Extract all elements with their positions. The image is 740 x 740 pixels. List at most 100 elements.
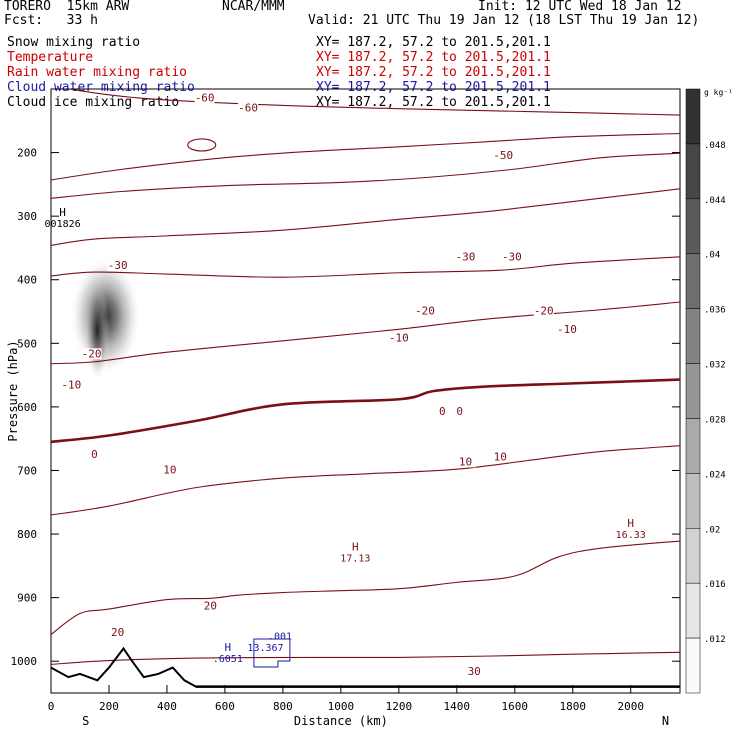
isotherm-label: -10 (61, 378, 81, 391)
cloud-water-contour (253, 638, 291, 668)
colorbar-swatch (685, 143, 701, 200)
isotherm-label: -20 (415, 305, 435, 318)
isotherm-label-bg (556, 324, 577, 336)
x-tick-label: 2000 (617, 700, 644, 713)
x-tick-label: 200 (99, 700, 119, 713)
colorbar-label: .028 (704, 415, 726, 425)
colorbar-label: .032 (704, 361, 726, 371)
isotherm-label: -50 (493, 149, 513, 162)
isotherm-label-bg (455, 251, 476, 263)
y-tick-label: 500 (17, 337, 37, 350)
legend-coords: XY= 187.2, 57.2 to 201.5,201.1 (316, 50, 551, 65)
extremum-marker: H (59, 206, 66, 219)
isotherm-label: -60 (195, 92, 215, 105)
isotherm--30 (51, 188, 680, 246)
isotherm--60 (68, 89, 680, 116)
isotherm-label-bg (449, 406, 470, 418)
isotherm-label: -10 (389, 331, 409, 344)
isotherm-label: 20 (111, 626, 124, 639)
x-tick-label: 1000 (328, 700, 355, 713)
legend-coords: XY= 187.2, 57.2 to 201.5,201.1 (316, 65, 551, 80)
extremum-marker: H (225, 641, 232, 654)
y-tick-label: 400 (17, 274, 37, 287)
extremum-marker: H (352, 541, 359, 554)
isotherm-label-bg (414, 305, 435, 317)
colorbar-swatch (685, 418, 701, 474)
colorbar-label: .048 (704, 141, 726, 151)
legend-coords: XY= 187.2, 57.2 to 201.5,201.1 (316, 35, 551, 50)
y-tick-label: 1000 (11, 655, 38, 668)
legend-label: Cloud water mixing ratio (7, 80, 195, 95)
isotherm-label-bg (200, 600, 221, 612)
isotherm--20 (51, 256, 680, 278)
y-tick-label: 700 (17, 464, 37, 477)
y-tick-label: 300 (17, 210, 37, 223)
isotherm-label: -30 (502, 251, 522, 264)
colorbar-swatch (685, 198, 701, 254)
isotherm-label-bg (84, 448, 105, 460)
extremum-value: .6051 (213, 654, 243, 665)
isotherm-label-bg (464, 666, 485, 678)
colorbar-swatch (685, 582, 701, 639)
y-tick-label: 600 (17, 401, 37, 414)
isotherm-label: 10 (494, 450, 507, 463)
isotherm-label-bg (238, 102, 259, 114)
terrain-line (51, 646, 680, 688)
end-label-right: N (662, 714, 669, 728)
isotherm-label-bg (493, 149, 514, 161)
valid-time: Valid: 21 UTC Thu 19 Jan 12 (18 LST Thu … (308, 13, 700, 28)
isotherm-label: 20 (204, 600, 217, 613)
x-tick-label: 0 (48, 700, 55, 713)
isotherm-label: -30 (456, 251, 476, 264)
colorbar-label: .036 (704, 306, 726, 316)
isotherm-closed (187, 138, 217, 152)
colorbar-label: .044 (704, 196, 726, 206)
isotherm-label: 10 (163, 464, 176, 477)
colorbar-swatch (685, 473, 701, 529)
isotherm--50 (51, 132, 680, 181)
model-title: TORERO 15km ARW (4, 0, 130, 14)
colorbar-swatch (685, 308, 701, 364)
extremum-marker: H (627, 517, 634, 530)
legend-coords: XY= 187.2, 57.2 to 201.5,201.1 (316, 80, 551, 95)
isotherm-label: -20 (534, 305, 554, 318)
colorbar-label: .016 (704, 580, 726, 590)
isotherm-label: -30 (108, 259, 128, 272)
isotherm-label: -60 (238, 101, 258, 114)
isotherm-label-bg (533, 305, 554, 317)
isotherm-label: -10 (557, 323, 577, 336)
isotherm-label-bg (490, 451, 511, 463)
isotherm--10 (51, 301, 680, 365)
extremum-value: 16.33 (616, 530, 646, 541)
isotherm--40 (51, 152, 680, 199)
isotherm-30 (51, 651, 680, 665)
x-axis-title: Distance (km) (294, 714, 388, 728)
colorbar-unit: g kg⁻¹ (704, 88, 733, 97)
isotherm-label-bg (432, 406, 453, 418)
isotherm-label-bg (81, 348, 102, 360)
init-time: Init: 12 UTC Wed 18 Jan 12 (478, 0, 682, 14)
isotherm-label-bg (159, 464, 180, 476)
y-tick-label: 200 (17, 147, 37, 160)
source-label: NCAR/MMM (222, 0, 285, 14)
isotherm-label: -20 (82, 347, 102, 360)
legend-label: Temperature (7, 50, 94, 65)
x-tick-label: 1200 (386, 700, 413, 713)
plot-frame (50, 88, 681, 694)
x-tick-label: 400 (157, 700, 177, 713)
isotherm-label-bg (455, 456, 476, 468)
isotherm-label: 30 (468, 665, 481, 678)
extremum-value: 17.13 (340, 554, 370, 565)
x-tick-label: 600 (215, 700, 235, 713)
plot-area (51, 89, 680, 688)
forecast-hour: Fcst: 33 h (4, 13, 98, 28)
extremum-value: 001826 (45, 219, 81, 230)
colorbar-swatch (685, 253, 701, 309)
isotherm-label: 0 (91, 448, 98, 461)
colorbar-swatch (685, 528, 701, 584)
x-tick-label: 1600 (502, 700, 529, 713)
isotherm-label-bg (501, 251, 522, 263)
x-tick-label: 800 (273, 700, 293, 713)
y-tick-label: 800 (17, 528, 37, 541)
